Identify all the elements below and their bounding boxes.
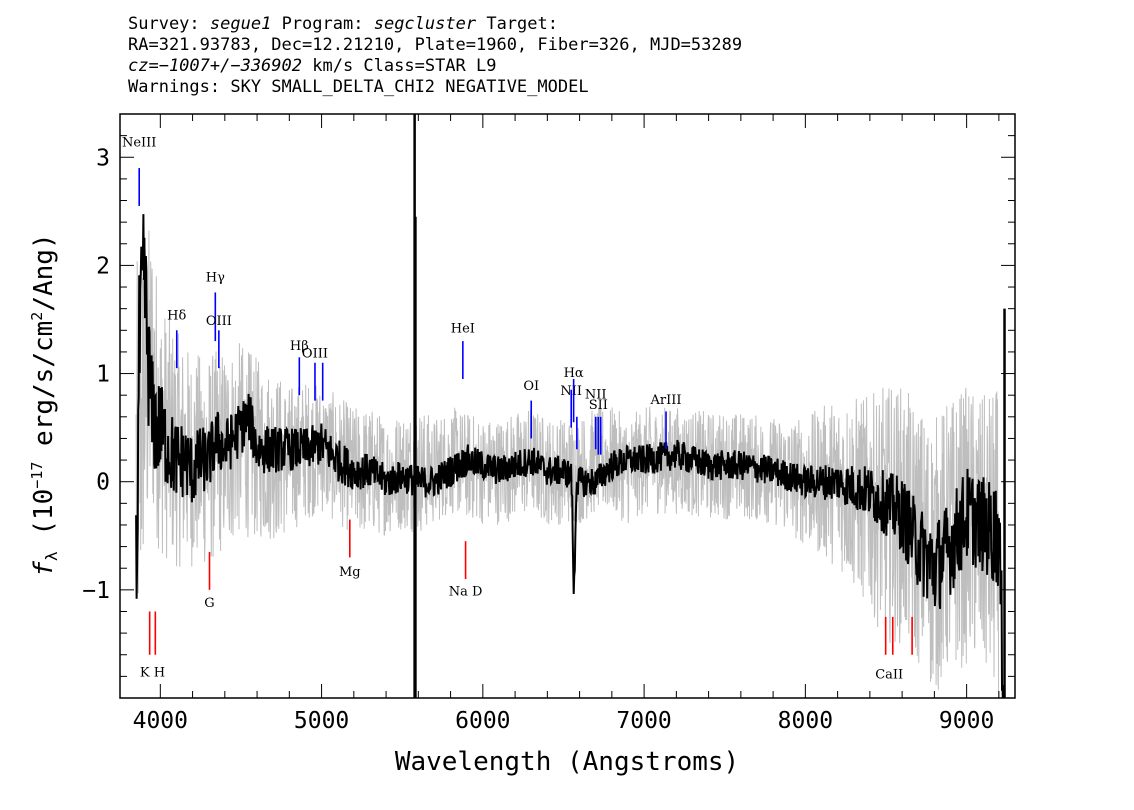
x-tick-label: 5000 [294,708,349,734]
y-tick-label: 2 [96,253,110,279]
program-value: segcluster [373,14,477,34]
x-tick-label: 4000 [133,708,188,734]
y-tick-label: 1 [96,362,110,388]
emission-label-5: OIII [302,346,328,361]
emission-label-3: OIII [206,314,232,329]
x-tick-label: 6000 [455,708,510,734]
plot-border [119,113,1016,699]
y-axis-label-part-2: (10 [29,489,59,552]
absorption-label-2: Mg [339,565,361,580]
flux-line [135,214,1004,698]
absorption-label-0: K H [140,665,165,680]
emission-label-0: NeIII [122,135,156,150]
axis-ticks: 4000 5000 6000 7000 8000 9000 −1 0 1 2 3 [82,113,1015,734]
x-tick-label: 9000 [939,708,994,734]
emission-label-7: HeI [451,321,475,336]
absorption-label-3: Na D [449,584,483,599]
cz-value: cz=−1007+/−336902 [128,56,302,76]
y-tick-label: 0 [96,470,110,496]
absorption-label-4: CaII [875,668,903,683]
x-tick-label: 8000 [778,708,833,734]
survey-label: Survey: [128,14,200,34]
header-line-survey: Survey: segue1 Program: segcluster Targe… [128,14,742,35]
class-value: km/s Class=STAR L9 [312,56,497,76]
spectrum-header: Survey: segue1 Program: segcluster Targe… [128,14,742,98]
y-axis-label-part-4: erg/s/cm [29,321,59,462]
x-tick-label: 7000 [616,708,671,734]
header-line-redshift: cz=−1007+/−336902 km/s Class=STAR L9 [128,56,742,77]
y-tick-label: 3 [96,145,110,171]
header-line-warnings: Warnings: SKY SMALL_DELTA_CHI2 NEGATIVE_… [128,77,589,97]
program-label: Program: [281,14,364,34]
survey-value: segue1 [209,14,272,34]
emission-label-15: ArIII [650,393,682,408]
emission-label-9: NII [560,384,582,399]
y-axis-label-part-0: f [29,561,59,577]
y-axis-label-part-3: −17 [28,462,46,489]
absorption-label-1: G [204,596,214,611]
emission-label-12: NII [585,387,607,402]
emission-label-8: OI [523,379,539,394]
emission-label-1: Hδ [167,308,186,323]
emission-label-4: Hβ [290,339,309,354]
error-series [135,230,1000,698]
y-axis-label-part-1: λ [42,551,61,561]
y-tick-label: −1 [82,578,110,604]
flux-series [135,114,1006,698]
emission-label-2: Hγ [206,271,225,286]
target-label: Target: [486,14,558,34]
emission-label-13: SII [589,398,608,413]
plot-frame [119,113,1016,699]
x-axis-label: Wavelength (Angstroms) [395,747,739,777]
y-axis-label-part-6: /Ang) [29,233,59,311]
y-axis-label: fλ (10−17 erg/s/cm2/Ang) [28,233,61,576]
error-line [135,230,1000,698]
emission-label-10: Hα [564,366,584,381]
header-line-coords: RA=321.93783, Dec=12.21210, Plate=1960, … [128,35,743,55]
y-axis-label-part-5: 2 [28,312,46,321]
